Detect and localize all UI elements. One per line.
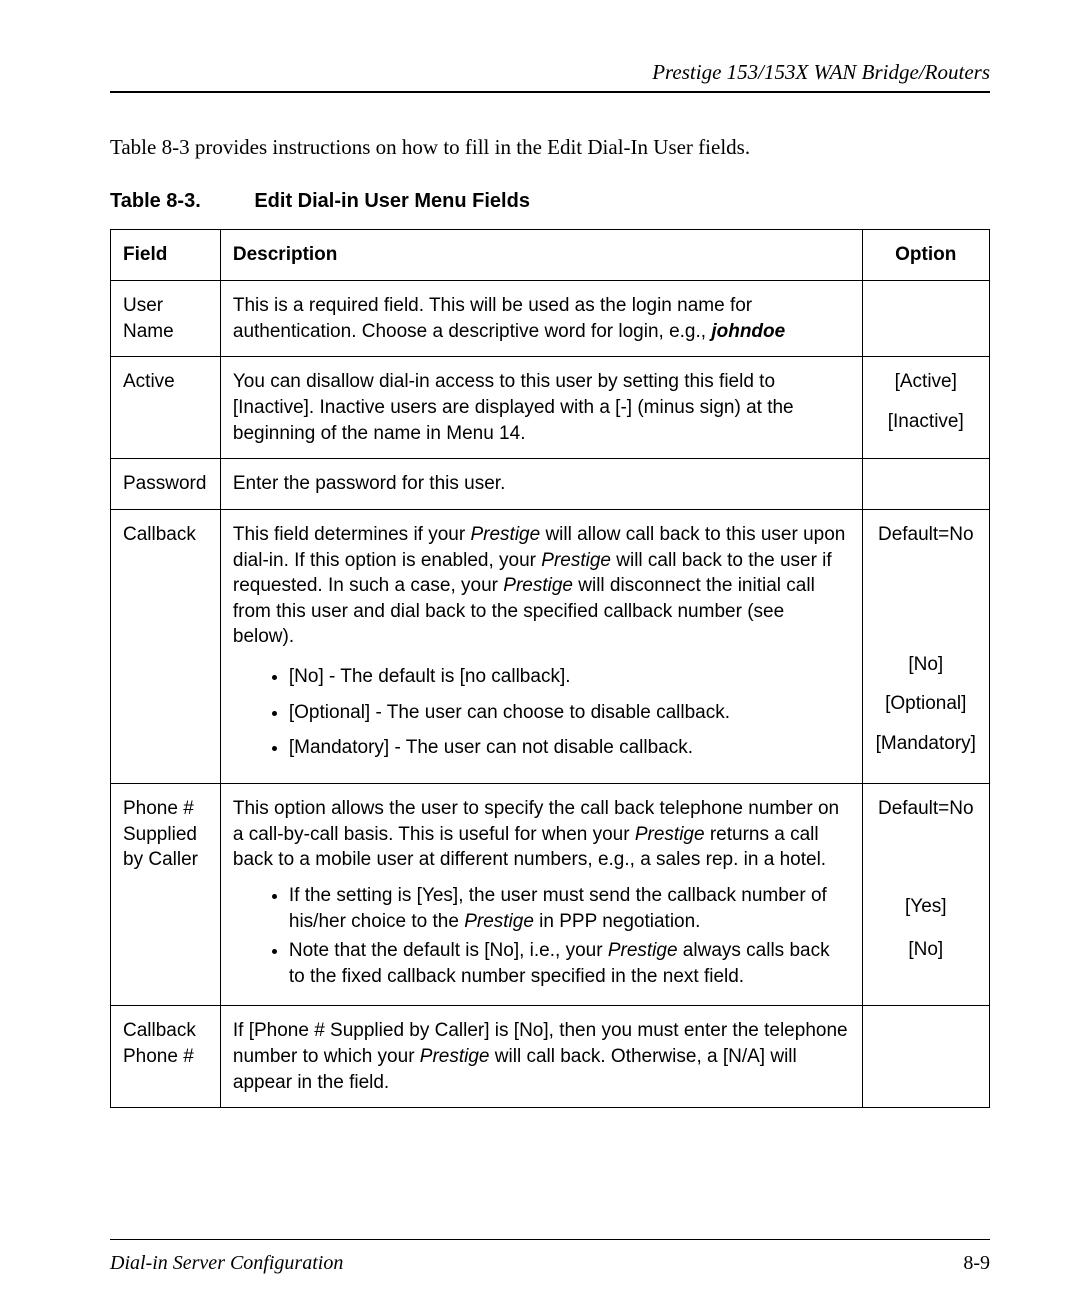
cell-option [862,1006,989,1108]
spacer [875,596,977,652]
table-caption: Table 8-3. Edit Dial-in User Menu Fields [110,190,990,213]
t: Prestige [503,575,573,596]
cell-option: [Active] [Inactive] [862,357,989,459]
table-row: User Name This is a required field. This… [111,281,990,357]
option-value: [No] [875,652,977,678]
cell-description: If [Phone # Supplied by Caller] is [No],… [220,1006,862,1108]
option-value: Default=No [875,522,977,548]
fields-table: Field Description Option User Name This … [110,229,990,1108]
cell-description: Enter the password for this user. [220,459,862,510]
t: Prestige [420,1046,490,1067]
cell-field: Callback [111,509,221,783]
desc-bullets: If the setting is [Yes], the user must s… [233,883,850,990]
page-footer: Dial-in Server Configuration 8-9 [110,1239,990,1275]
option-value: [No] [875,937,977,963]
col-header-option: Option [862,230,989,281]
t: Note that the default is [No], i.e., you… [289,940,608,961]
option-value: [Optional] [875,691,977,717]
page-header: Prestige 153/153X WAN Bridge/Routers [110,60,990,93]
cell-field: Password [111,459,221,510]
cell-description: This field determines if your Prestige w… [220,509,862,783]
cell-field: User Name [111,281,221,357]
cell-option [862,459,989,510]
t: Prestige [608,940,678,961]
header-title: Prestige 153/153X WAN Bridge/Routers [652,60,990,84]
table-caption-number: Table 8-3. [110,190,201,213]
cell-option: Default=No [No] [Optional] [Mandatory] [862,509,989,783]
cell-description: You can disallow dial-in access to this … [220,357,862,459]
table-header-row: Field Description Option [111,230,990,281]
desc-bold: johndoe [711,321,785,342]
table-row: Active You can disallow dial-in access t… [111,357,990,459]
t: in PPP negotiation. [534,911,701,932]
table-row: Password Enter the password for this use… [111,459,990,510]
t: Prestige [470,524,540,545]
t: Prestige [541,550,611,571]
footer-left: Dial-in Server Configuration [110,1252,343,1275]
table-row: Phone # Supplied by Caller This option a… [111,784,990,1006]
bullet-item: [Mandatory] - The user can not disable c… [289,735,850,761]
option-value: [Inactive] [875,409,977,435]
cell-field: Phone # Supplied by Caller [111,784,221,1006]
cell-field: Active [111,357,221,459]
cell-description: This option allows the user to specify t… [220,784,862,1006]
t: Prestige [635,824,705,845]
bullet-item: Note that the default is [No], i.e., you… [289,938,850,989]
cell-description: This is a required field. This will be u… [220,281,862,357]
bullet-item: If the setting is [Yes], the user must s… [289,883,850,934]
cell-option [862,281,989,357]
footer-right: 8-9 [963,1252,990,1275]
desc-text: This option allows the user to specify t… [233,798,839,870]
t: Prestige [464,911,534,932]
option-value: [Yes] [875,894,977,920]
col-header-field: Field [111,230,221,281]
option-value: [Active] [875,369,977,395]
desc-text: This is a required field. This will be u… [233,295,752,342]
desc-text: This field determines if your Prestige w… [233,524,846,648]
table-row: Callback This field determines if your P… [111,509,990,783]
table-caption-title: Edit Dial-in User Menu Fields [254,190,530,212]
spacer [875,870,977,894]
cell-option: Default=No [Yes] [No] [862,784,989,1006]
bullet-item: [No] - The default is [no callback]. [289,664,850,690]
cell-field: Callback Phone # [111,1006,221,1108]
bullet-item: [Optional] - The user can choose to disa… [289,700,850,726]
t: This field determines if your [233,524,471,545]
desc-bullets: [No] - The default is [no callback]. [Op… [233,664,850,761]
option-value: Default=No [875,796,977,822]
col-header-description: Description [220,230,862,281]
intro-paragraph: Table 8-3 provides instructions on how t… [110,133,990,162]
table-row: Callback Phone # If [Phone # Supplied by… [111,1006,990,1108]
option-value: [Mandatory] [875,731,977,757]
